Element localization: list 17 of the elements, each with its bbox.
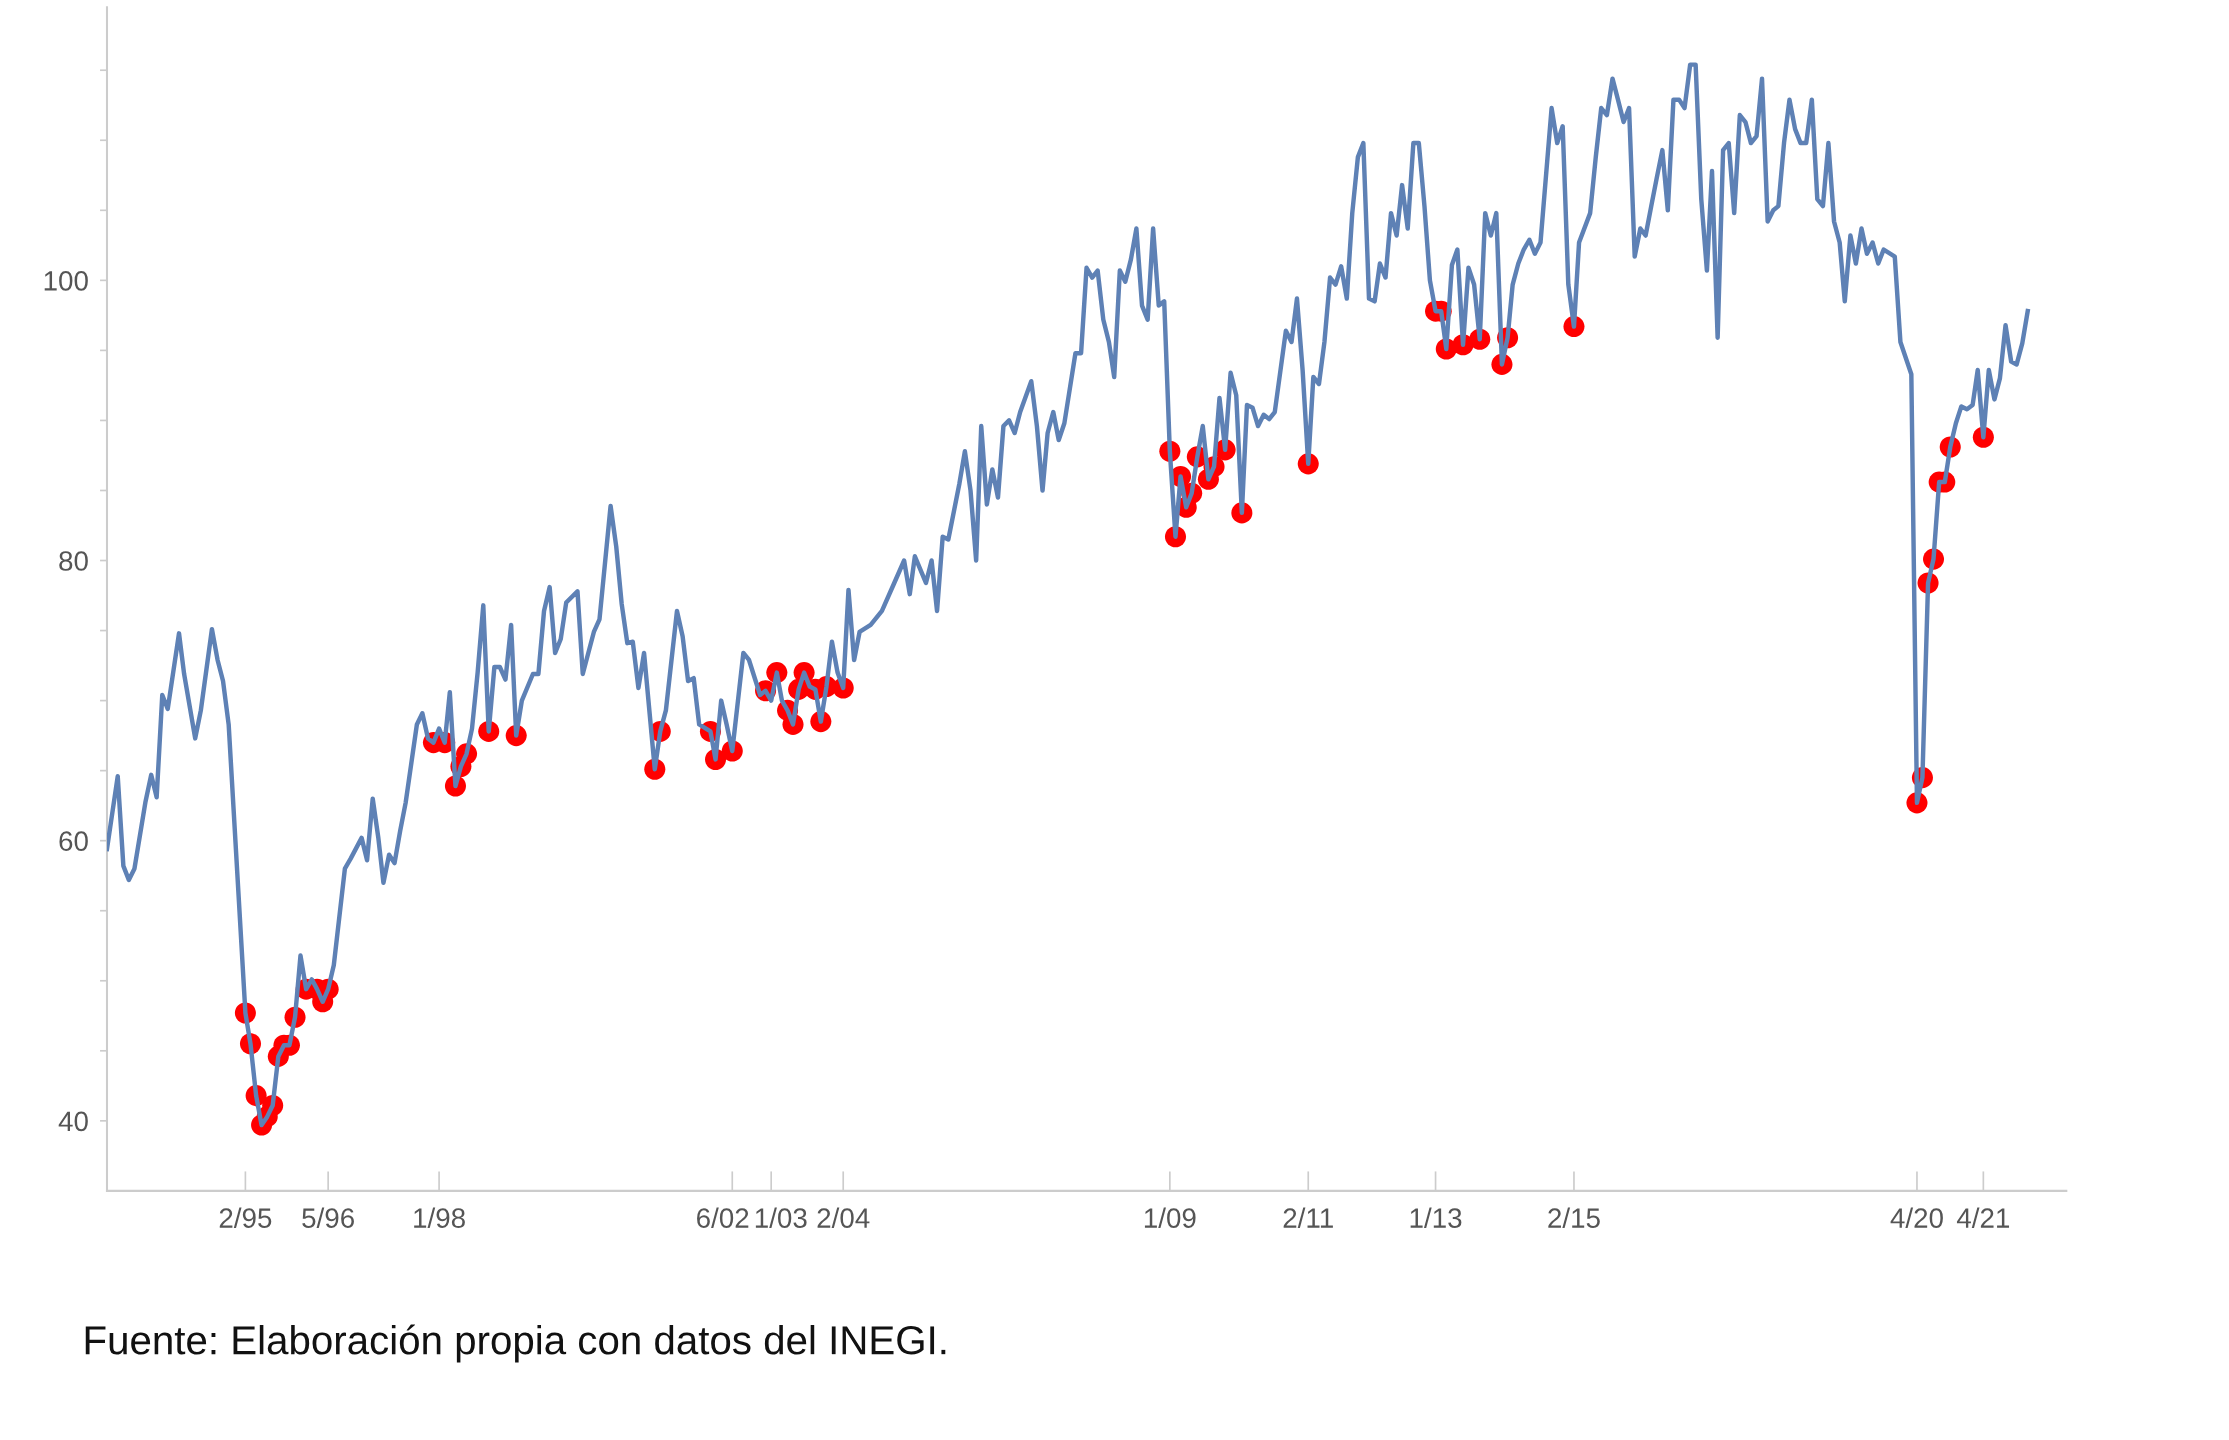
x-tick-label: 2/15 xyxy=(1548,1207,1600,1228)
y-tick-label: 100 xyxy=(44,271,88,291)
x-tick-label: 2/11 xyxy=(1283,1207,1333,1228)
x-tick-label: 1/13 xyxy=(1410,1207,1462,1228)
x-tick-label: 2/95 xyxy=(219,1207,272,1228)
y-tick-label: 40 xyxy=(58,1111,88,1132)
y-tick-label: 80 xyxy=(59,551,88,571)
x-tick-label: 5/96 xyxy=(302,1207,354,1228)
x-tick-label: 1/09 xyxy=(1144,1207,1196,1228)
x-tick-label: 4/21 xyxy=(1956,1207,2010,1228)
x-tick-label: 6/02 xyxy=(697,1207,749,1228)
source-note: Fuente: Elaboración propia con datos del INEGI. xyxy=(85,1324,946,1363)
x-tick-label: 1/03 xyxy=(755,1207,807,1228)
x-tick-label: 4/20 xyxy=(1890,1207,1943,1228)
x-tick-label: 2/04 xyxy=(817,1207,870,1228)
y-tick-label: 60 xyxy=(59,831,88,852)
x-tick-label: 1/98 xyxy=(414,1207,465,1228)
